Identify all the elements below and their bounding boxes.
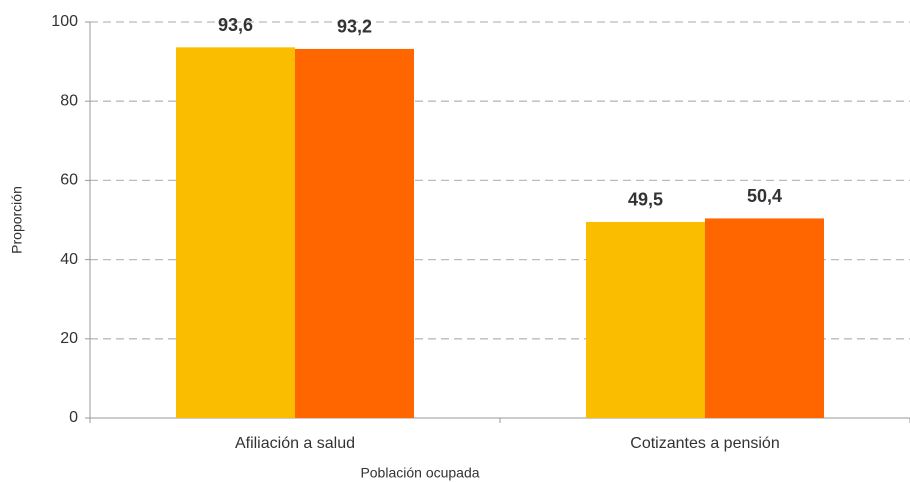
x-tick-label: Afiliación a salud <box>235 435 355 452</box>
bar <box>176 47 295 419</box>
bar <box>295 48 414 418</box>
value-label: 93,6 <box>218 15 253 35</box>
y-tick-label: 20 <box>60 330 78 347</box>
y-tick-label: 40 <box>60 251 78 268</box>
value-label: 50,4 <box>747 186 782 206</box>
x-tick-label: Cotizantes a pensión <box>630 435 779 452</box>
y-tick-label: 60 <box>60 172 78 189</box>
bar <box>705 218 824 418</box>
value-label: 93,2 <box>337 17 372 37</box>
y-tick-label: 100 <box>51 13 78 30</box>
y-axis-title: Proporción <box>9 186 25 254</box>
bar <box>586 221 705 418</box>
value-label: 49,5 <box>628 190 663 210</box>
y-tick-label: 0 <box>69 409 78 426</box>
y-tick-label: 80 <box>60 92 78 109</box>
x-axis-title: Población ocupada <box>360 465 479 481</box>
